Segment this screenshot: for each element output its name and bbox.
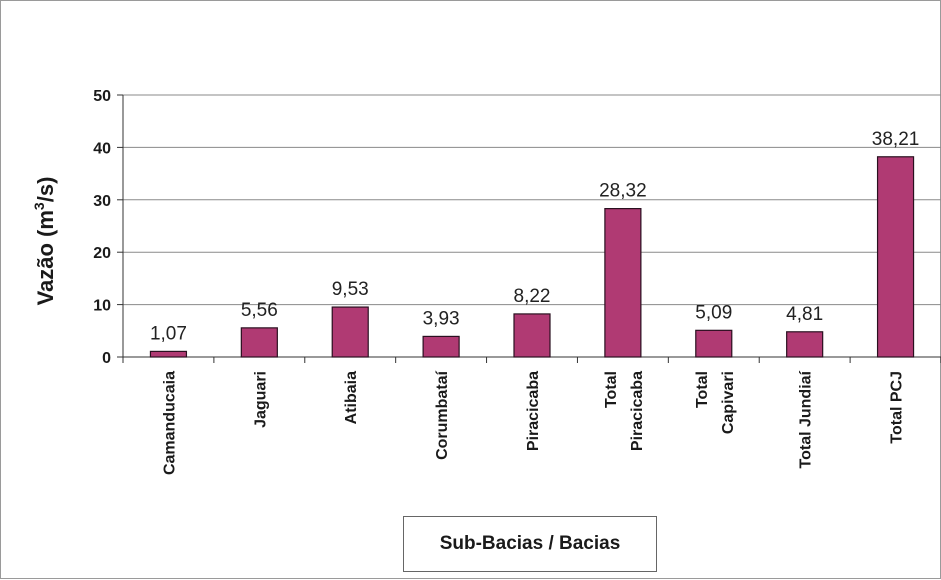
data-label: 5,09 xyxy=(695,302,732,323)
data-label: 1,07 xyxy=(150,323,187,344)
bar xyxy=(604,208,642,358)
data-label: 5,56 xyxy=(241,300,278,321)
x-tick-label: Piracicaba xyxy=(525,371,542,451)
x-tick-label: Piracicaba xyxy=(629,371,646,451)
gridlines xyxy=(123,94,941,306)
y-tick-labels: 0 10 20 30 40 50 xyxy=(93,88,111,367)
data-label: 8,22 xyxy=(514,286,551,307)
y-tick-label: 10 xyxy=(93,298,111,315)
bar xyxy=(240,327,278,358)
bar xyxy=(331,306,369,358)
y-tick-label: 20 xyxy=(93,245,111,262)
x-axis-label: Sub-Bacias / Bacias xyxy=(439,533,621,554)
x-tick-label: Jaguari xyxy=(252,371,269,428)
x-tick-label: Capivari xyxy=(720,371,737,434)
data-label: 9,53 xyxy=(332,279,369,300)
x-tick-label: Total xyxy=(603,371,620,408)
y-axis-label-sup: 3 xyxy=(31,202,47,210)
x-tick-label: Total Jundiaí xyxy=(798,370,815,468)
bar xyxy=(422,335,460,358)
y-tick-label: 30 xyxy=(93,193,111,210)
data-label: 4,81 xyxy=(786,304,823,325)
bar xyxy=(695,329,733,358)
x-tick-label: Corumbataí xyxy=(434,370,451,459)
data-label: 28,32 xyxy=(599,181,647,202)
x-tick-label: Atibaia xyxy=(343,371,360,424)
y-axis-label-suffix: /s) xyxy=(33,177,58,203)
bar xyxy=(149,350,188,358)
x-axis-label-box: Sub-Bacias / Bacias xyxy=(403,516,657,572)
y-tick-label: 50 xyxy=(93,88,111,105)
bar xyxy=(786,331,824,358)
x-tick-label: Total xyxy=(694,371,711,408)
data-label: 38,21 xyxy=(872,129,920,150)
x-tick-label: Camanducaia xyxy=(161,371,178,475)
x-tick-labels: Camanducaia Jaguari Atibaia Corumbataí Pirac… xyxy=(161,370,905,475)
y-axis-label-prefix: Vazão (m xyxy=(33,210,58,305)
data-label: 3,93 xyxy=(423,308,460,329)
bar xyxy=(513,313,551,358)
data-labels: 1,07 5,56 9,53 3,93 8,22 28,32 5,09 4,81 38,21 xyxy=(150,129,919,345)
y-tick-label: 0 xyxy=(102,350,111,367)
bars xyxy=(149,156,915,358)
y-tick-label: 40 xyxy=(93,140,111,157)
y-axis-label: Vazão (m3/s) xyxy=(31,177,58,306)
x-tick-label: Total PCJ xyxy=(889,371,906,444)
bar xyxy=(876,156,915,358)
